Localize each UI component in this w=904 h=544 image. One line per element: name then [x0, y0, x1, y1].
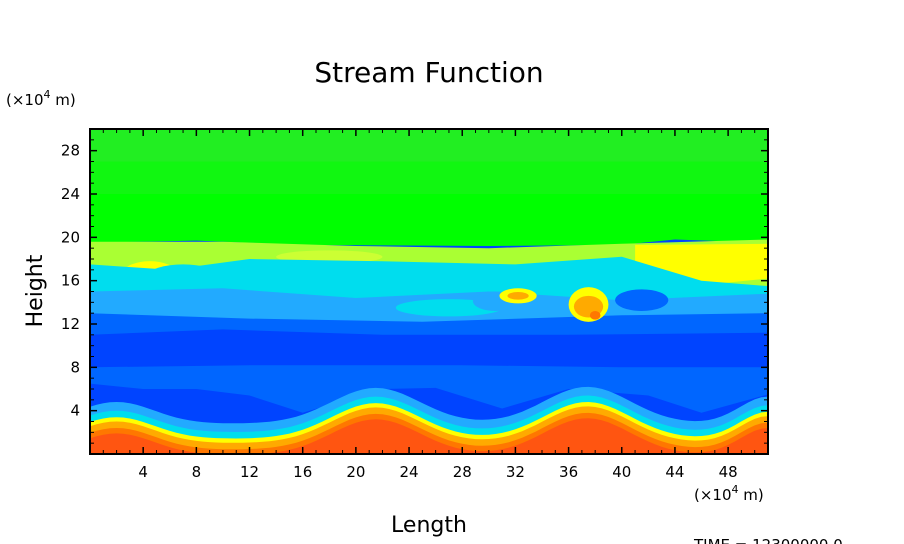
x-tick-label: 32 — [506, 463, 525, 481]
x-axis-ticks: 4 8 12 16 20 24 28 32 36 40 44 48 — [102, 129, 756, 481]
y-axis-label: Height — [23, 254, 48, 327]
region-orange-red-spot-2 — [589, 311, 601, 320]
y-unit-exponent: 4 — [44, 88, 51, 101]
x-tick-label: 40 — [612, 463, 631, 481]
x-tick-label: 24 — [400, 463, 419, 481]
x-tick-label: 36 — [559, 463, 578, 481]
y-tick-label: 4 — [70, 402, 80, 420]
region-green-mid — [90, 161, 768, 194]
x-tick-label: 28 — [453, 463, 472, 481]
y-tick-label: 28 — [61, 142, 80, 160]
plot-area — [90, 129, 768, 454]
x-tick-label: 4 — [138, 463, 148, 481]
region-cyan-island-1 — [148, 264, 218, 287]
y-tick-label: 20 — [61, 228, 80, 246]
contour-layer — [90, 129, 768, 454]
x-tick-label: 16 — [293, 463, 312, 481]
y-unit-label: (×104 m) — [6, 88, 76, 109]
x-tick-label: 12 — [240, 463, 259, 481]
x-unit-suffix: m) — [739, 486, 764, 504]
x-axis-label: Length — [391, 513, 467, 538]
x-tick-label: 20 — [346, 463, 365, 481]
chart-title: Stream Function — [314, 56, 543, 89]
region-deep-blue — [90, 329, 768, 368]
x-tick-label: 8 — [192, 463, 202, 481]
x-unit-label: (×104 m) — [694, 483, 764, 504]
region-orange-spot-1 — [507, 292, 529, 300]
x-unit-exponent: 4 — [732, 483, 739, 496]
y-unit-prefix: (×10 — [6, 91, 44, 109]
region-red-orange-lower — [90, 418, 768, 454]
y-tick-label: 16 — [61, 272, 80, 290]
x-tick-label: 44 — [665, 463, 684, 481]
time-footer: TIME = 12300000.0 — [693, 536, 843, 544]
y-tick-label: 8 — [70, 358, 80, 376]
x-tick-label: 48 — [719, 463, 738, 481]
region-green-top — [90, 129, 768, 162]
y-tick-label: 12 — [61, 315, 80, 333]
region-blue-island-1 — [615, 289, 669, 311]
x-unit-prefix: (×10 — [694, 486, 732, 504]
y-axis-ticks: 4 8 12 16 20 24 28 — [61, 139, 768, 444]
y-unit-suffix: m) — [51, 91, 76, 109]
y-tick-label: 24 — [61, 185, 80, 203]
